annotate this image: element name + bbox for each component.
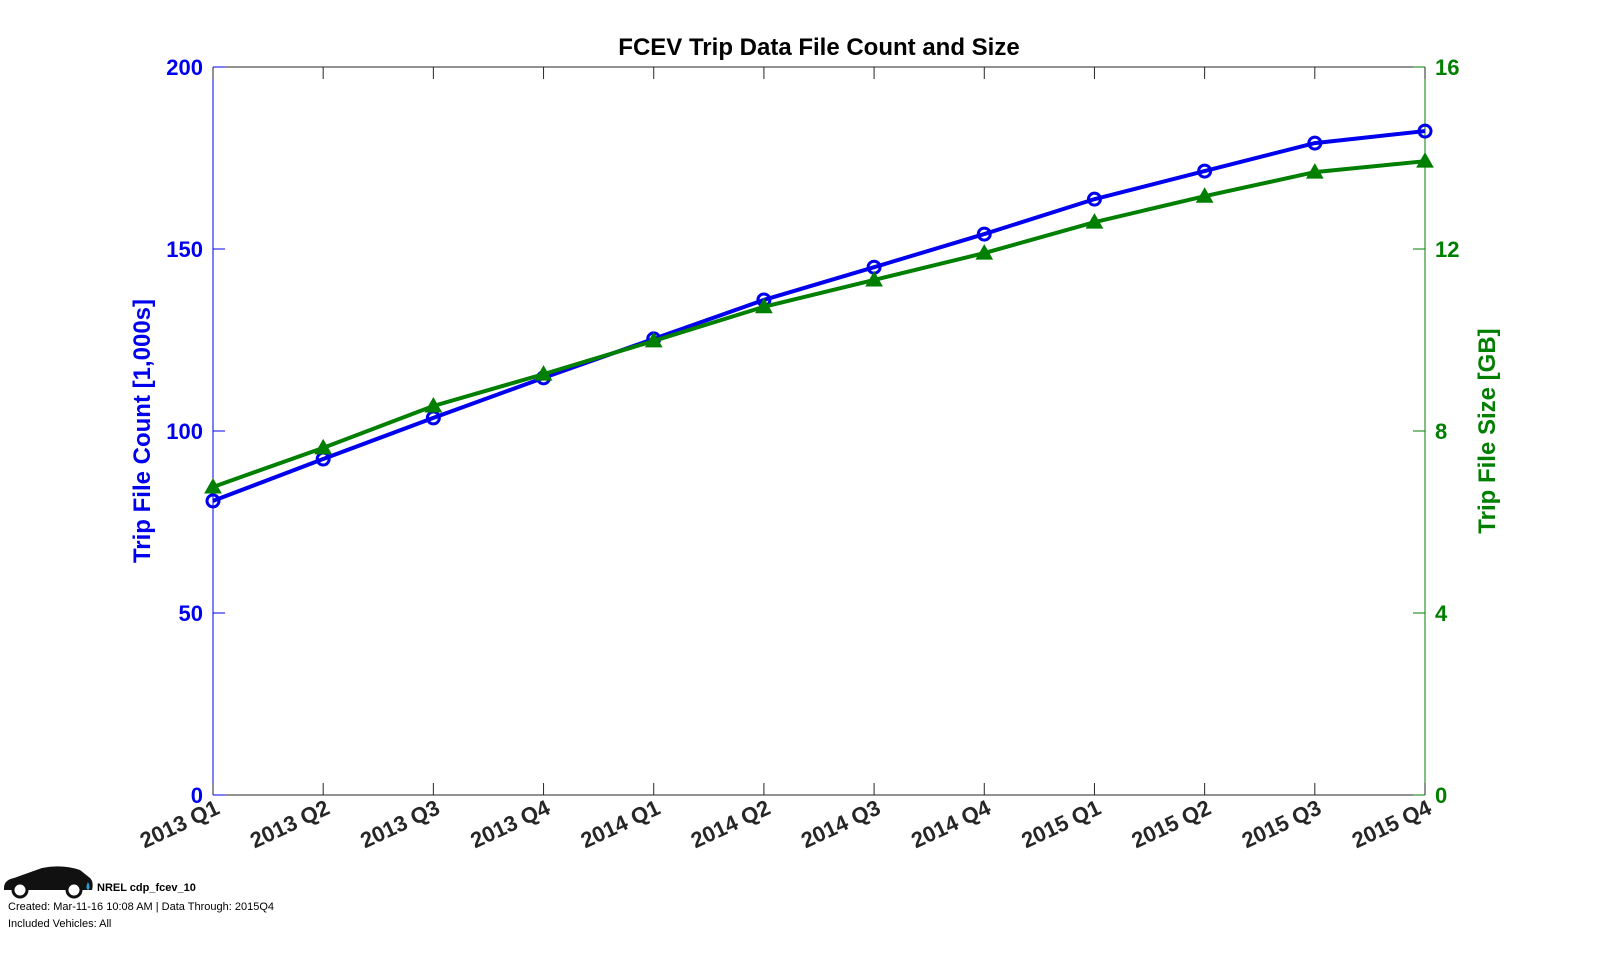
y-right-label: Trip File Size [GB] [1474, 328, 1501, 533]
y-left-tick-label: 100 [166, 419, 203, 444]
data-point-triangle [1416, 152, 1434, 168]
data-point-triangle [1305, 163, 1324, 179]
y-left-tick-label: 0 [191, 783, 203, 808]
x-tick-label: 2014 Q1 [577, 795, 664, 853]
y-right-tick-label: 12 [1435, 237, 1459, 262]
data-point-triangle [644, 331, 663, 348]
data-point-triangle [424, 396, 443, 413]
data-point-triangle [204, 477, 222, 494]
y-right-tick-label: 8 [1435, 419, 1447, 444]
data-point-triangle [534, 365, 553, 381]
x-tick-label: 2014 Q4 [907, 795, 995, 854]
footer-created: Created: Mar-11-16 10:08 AM | Data Throu… [8, 901, 274, 913]
footer-vehicles: Included Vehicles: All [8, 918, 112, 930]
chart-title: FCEV Trip Data File Count and Size [618, 34, 1019, 61]
y-right-tick-label: 4 [1435, 601, 1448, 626]
y-left-tick-label: 200 [166, 55, 203, 80]
x-tick-label: 2014 Q2 [687, 795, 774, 853]
series-line-trip-file-count [212, 129, 1426, 503]
footer-logo-text: NREL cdp_fcev_10 [97, 882, 196, 894]
x-tick-label: 2013 Q3 [356, 795, 443, 853]
data-point-triangle [1085, 213, 1104, 229]
data-point-circle [1086, 191, 1102, 207]
data-point-triangle [755, 297, 773, 314]
data-point-triangle [1195, 187, 1214, 203]
data-point-circle [1307, 135, 1323, 151]
y-right-tick-label: 0 [1435, 783, 1447, 808]
x-tick-label: 2013 Q2 [246, 795, 333, 853]
y-left-tick-label: 150 [166, 237, 203, 262]
x-tick-label: 2015 Q3 [1238, 795, 1325, 853]
car-logo-icon [4, 866, 93, 899]
data-point-circle [1197, 163, 1213, 179]
data-point-triangle [865, 270, 883, 287]
x-tick-label: 2013 Q4 [467, 795, 555, 854]
x-tick-label: 2015 Q4 [1348, 795, 1436, 854]
y-right-tick-label: 16 [1435, 55, 1459, 80]
data-point-circle [976, 226, 992, 242]
x-tick-label: 2014 Q3 [797, 795, 884, 853]
y-left-tick-label: 50 [179, 601, 203, 626]
series-line-trip-file-size [212, 159, 1426, 489]
data-point-triangle [314, 438, 333, 455]
x-tick-label: 2013 Q1 [136, 795, 223, 853]
x-tick-label: 2015 Q2 [1128, 795, 1215, 853]
data-point-triangle [975, 244, 994, 260]
y-left-label: Trip File Count [1,000s] [129, 299, 156, 563]
data-point-circle [1417, 123, 1433, 139]
data-point-circle [205, 493, 221, 509]
x-tick-label: 2015 Q1 [1018, 795, 1105, 853]
